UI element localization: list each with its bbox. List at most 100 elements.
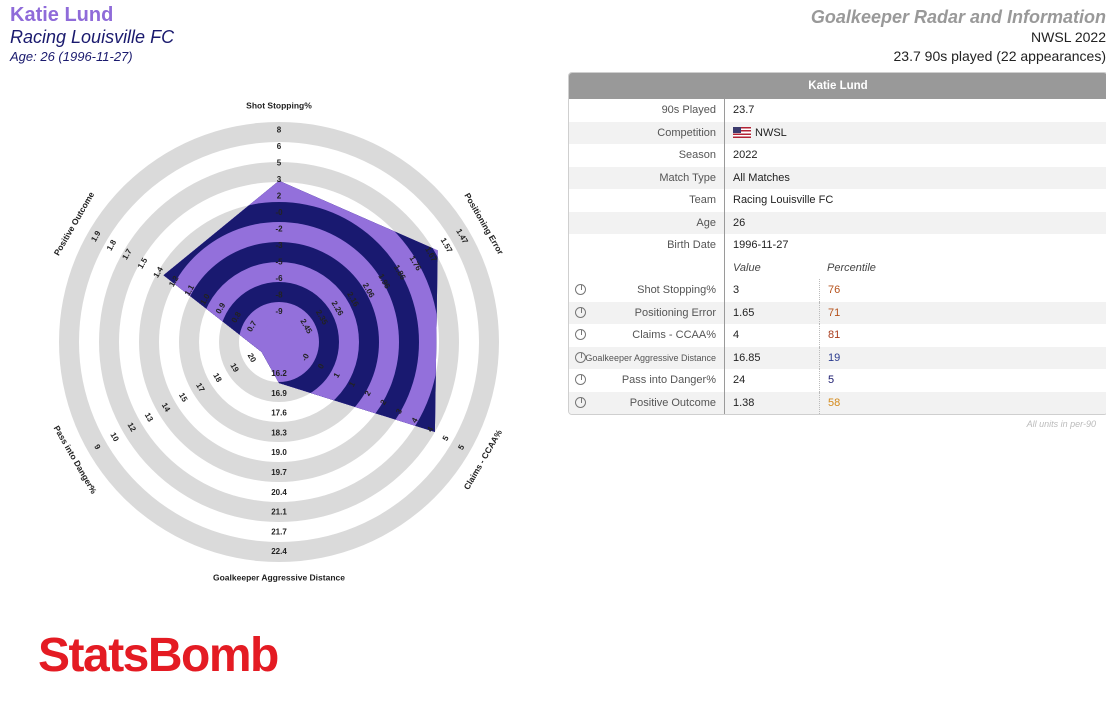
metric-value: 4 — [725, 324, 820, 347]
competition-season: NWSL 2022 — [1031, 29, 1106, 45]
tick-label: 0 — [316, 362, 326, 371]
tick-label: 18.3 — [271, 428, 287, 437]
metric-label: Pass into Danger% — [621, 374, 716, 386]
tick-label: 20.4 — [271, 488, 287, 497]
info-value: NWSL — [755, 126, 787, 139]
age-line: Age: 26 (1996-11-27) — [10, 49, 133, 64]
metric-percentile: 5 — [828, 374, 835, 386]
metric-label: Positioning Error — [634, 306, 716, 319]
tick-label: 5 — [441, 434, 451, 443]
gauge-icon — [575, 284, 586, 295]
info-row: Season 2022 — [569, 144, 1106, 167]
tick-label: -5 — [275, 257, 283, 266]
tick-label: 21.7 — [271, 527, 287, 536]
info-label: 90s Played — [569, 99, 725, 122]
metric-value: 1.38 — [725, 391, 820, 414]
info-row: Competition NWSL — [569, 121, 1106, 144]
metric-percentile: 81 — [828, 329, 841, 341]
metric-percentile: 71 — [828, 306, 841, 319]
info-row: Team Racing Louisville FC — [569, 189, 1106, 212]
info-label: Team — [569, 189, 725, 212]
gauge-icon — [575, 351, 586, 363]
info-label: Match Type — [569, 166, 725, 189]
gauge-icon — [575, 396, 586, 408]
metric-label: Positive Outcome — [629, 396, 716, 409]
metric-percentile: 76 — [828, 284, 841, 296]
tick-label: 1 — [332, 371, 342, 380]
metrics-subheader: Value Percentile — [569, 256, 1106, 279]
tick-label: 6 — [277, 142, 282, 151]
tick-label: -2 — [275, 224, 283, 233]
team-name: Racing Louisville FC — [10, 27, 175, 47]
tick-label: -8 — [275, 290, 283, 299]
tick-label: -0 — [300, 352, 312, 363]
tick-label: 4 — [410, 416, 420, 425]
gauge-icon — [575, 374, 586, 385]
tick-label: 9 — [92, 443, 102, 452]
tick-label: 3 — [394, 407, 404, 416]
metric-label: Goalkeeper Aggressive Distance — [585, 352, 716, 363]
tick-label: -9 — [275, 307, 283, 316]
table-title: Katie Lund — [569, 73, 1106, 99]
tick-label: 5 — [456, 443, 466, 452]
metric-row: Shot Stopping% 3 76 — [569, 279, 1106, 302]
played-line: 23.7 90s played (22 appearances) — [893, 48, 1106, 64]
info-rows: 90s Played 23.7 Competition NWSL Season 2022 M… — [569, 99, 1106, 257]
info-value: 23.7 — [733, 104, 755, 116]
tick-label: 2 — [378, 398, 388, 407]
tick-label: 16.9 — [271, 389, 287, 398]
tick-label: 17.6 — [271, 409, 287, 418]
info-row: Match Type All Matches — [569, 166, 1106, 189]
metric-value: 24 — [725, 369, 820, 392]
metric-value: 16.85 — [725, 346, 820, 369]
info-value: Racing Louisville FC — [733, 194, 834, 206]
info-label: Season — [569, 144, 725, 167]
metric-row: Positive Outcome 1.38 58 — [569, 391, 1106, 414]
tick-label: 5 — [277, 158, 282, 167]
tick-label: -3 — [275, 241, 283, 250]
tick-label: 8 — [277, 125, 282, 134]
info-value: All Matches — [733, 171, 790, 184]
info-row: Birth Date 1996-11-27 — [569, 234, 1106, 257]
statsbomb-logo: StatsBomb — [38, 629, 279, 682]
info-value: 2022 — [733, 149, 758, 161]
gauge-icon — [575, 329, 586, 340]
metric-row: Positioning Error 1.65 71 — [569, 301, 1106, 324]
player-name: Katie Lund — [10, 4, 114, 26]
tick-label: 22.4 — [271, 547, 287, 556]
player-header: Katie Lund Racing Louisville FC Age: 26 … — [10, 4, 174, 65]
tick-label: 19.0 — [271, 448, 287, 457]
metric-label: Claims - CCAA% — [632, 329, 716, 341]
info-table: Katie Lund 90s Played 23.7 Competition NWSL… — [568, 72, 1106, 415]
tick-label: -0 — [275, 208, 283, 217]
radar-header: Goalkeeper Radar and Information NWSL 20… — [546, 6, 1106, 65]
tick-label: 4 — [425, 425, 435, 434]
us-flag-icon — [733, 127, 751, 139]
metric-row: Goalkeeper Aggressive Distance 16.85 19 — [569, 346, 1106, 369]
tick-label: 16.2 — [271, 369, 287, 378]
metric-value: 3 — [725, 279, 820, 302]
info-label: Birth Date — [569, 234, 725, 257]
metric-row: Pass into Danger% 24 5 — [569, 369, 1106, 392]
axis-label: Goalkeeper Aggressive Distance — [213, 572, 345, 582]
radar-title: Goalkeeper Radar and Information — [810, 7, 1106, 27]
polygon-center — [259, 322, 299, 362]
info-value: 26 — [733, 216, 746, 229]
tick-label: 3 — [277, 175, 282, 184]
axis-label: Shot Stopping% — [246, 100, 312, 110]
percentile-header: Percentile — [827, 261, 876, 274]
info-label: Age — [569, 211, 725, 234]
gauge-icon — [575, 306, 586, 318]
metric-value: 1.65 — [725, 301, 820, 324]
metric-label: Shot Stopping% — [637, 284, 716, 296]
metric-percentile: 19 — [828, 351, 841, 364]
tick-label: 2 — [363, 389, 373, 398]
metric-rows: Shot Stopping% 3 76 Positioning Error 1.65 71… — [569, 279, 1106, 414]
units-note: All units in per-90 — [1026, 419, 1096, 429]
info-value: 1996-11-27 — [733, 239, 789, 251]
metric-percentile: 58 — [828, 396, 841, 409]
tick-label: 1 — [347, 380, 357, 389]
tick-label: 2 — [277, 191, 282, 200]
tick-label: 21.1 — [271, 508, 287, 517]
